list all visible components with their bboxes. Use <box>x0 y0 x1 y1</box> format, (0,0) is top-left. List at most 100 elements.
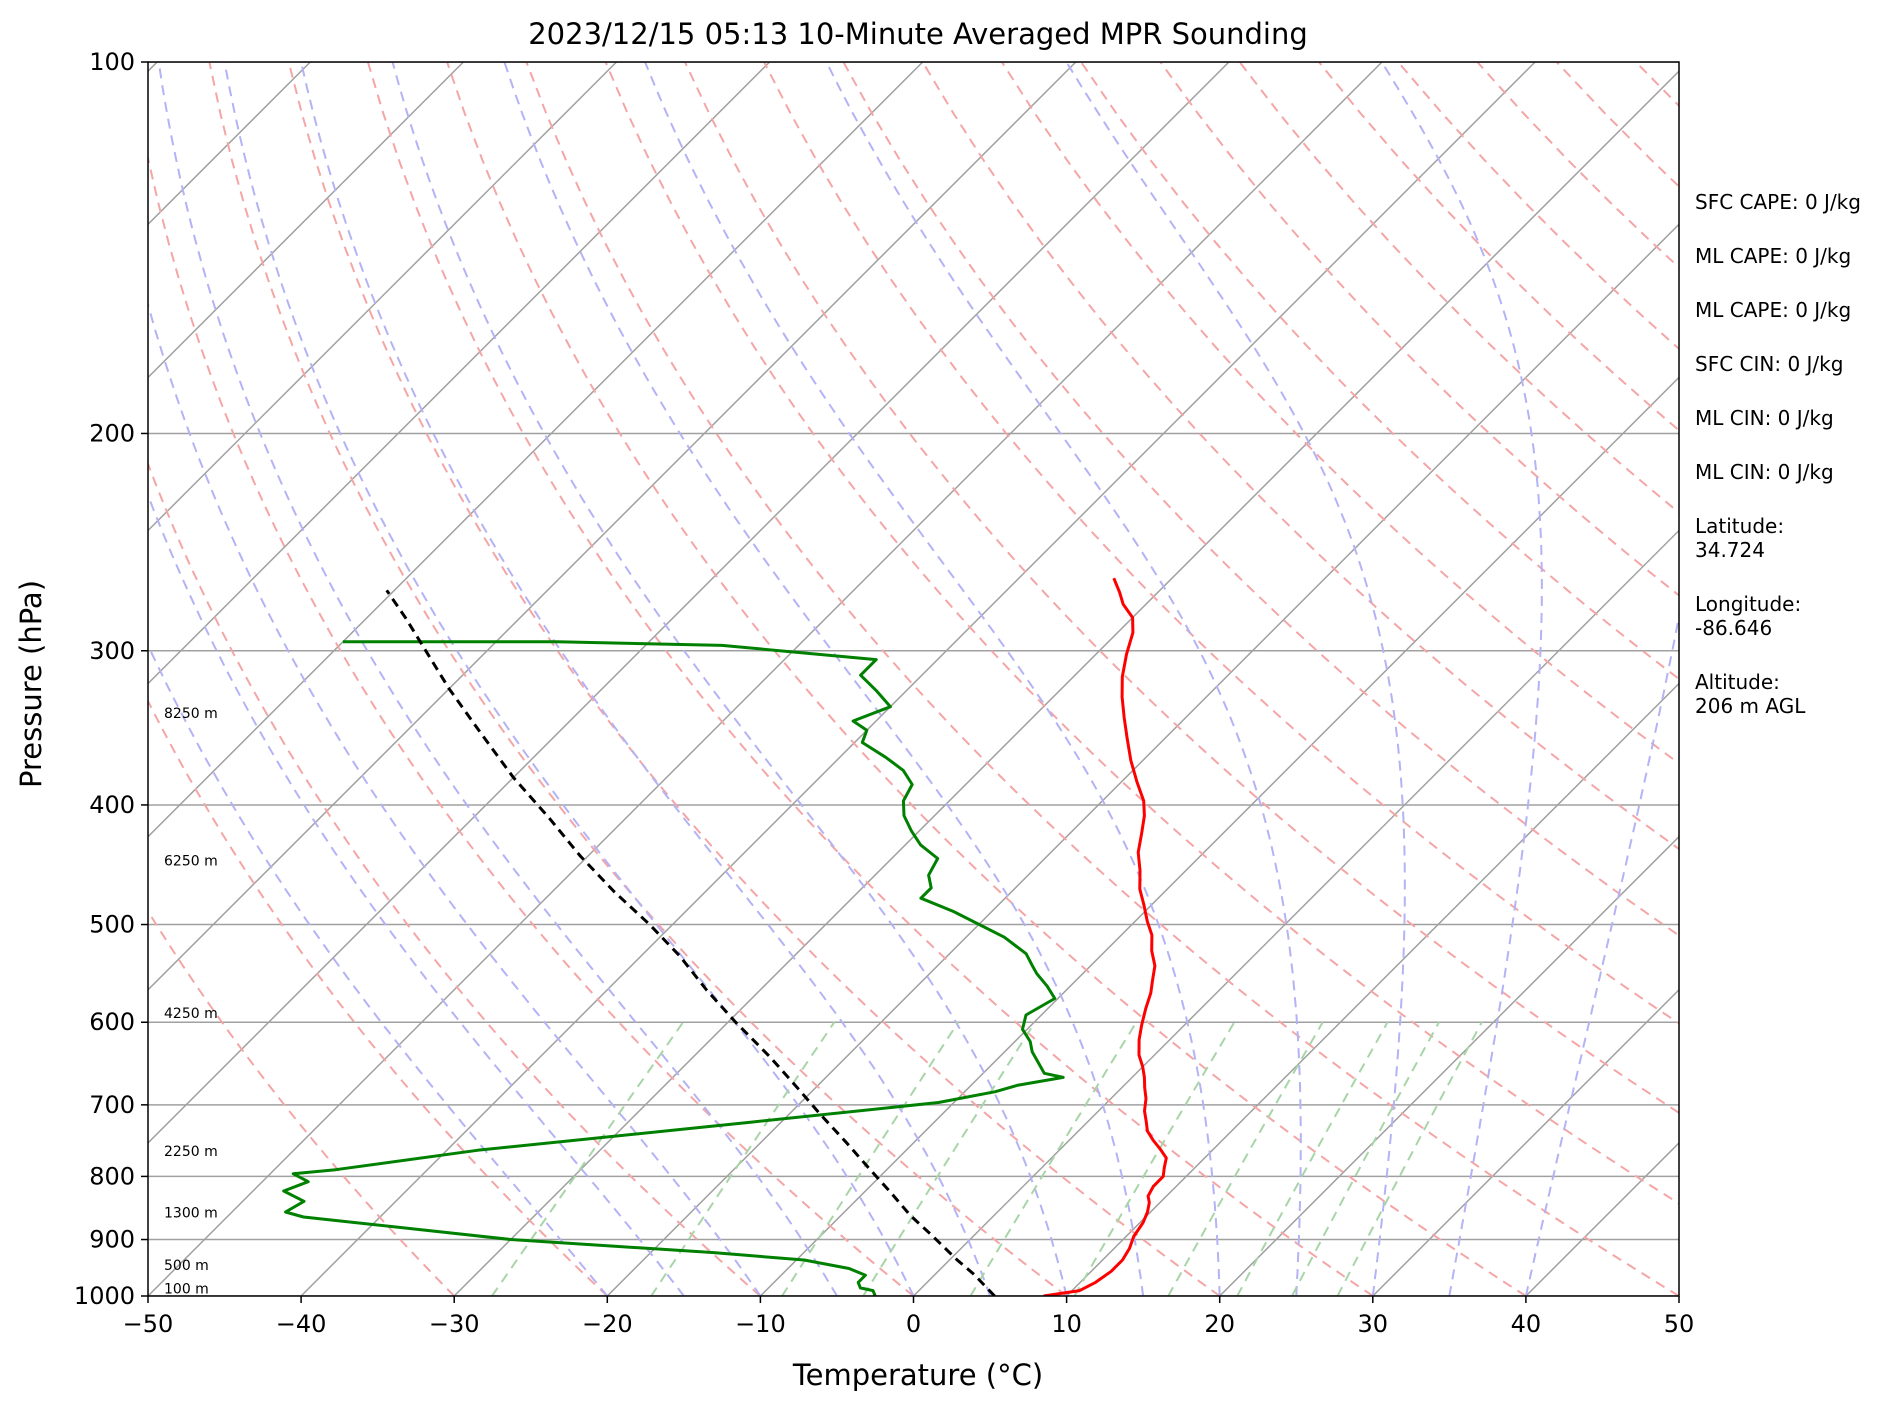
height-labels: 100 m 500 m 1300 m 2250 m 4250 m 6250 m 8250 m <box>164 706 218 1297</box>
y-axis-label: Pressure (hPa) <box>14 580 48 788</box>
mixing-ratio-line <box>650 1021 836 1296</box>
height-label: 1300 m <box>164 1206 218 1222</box>
dry-adiabat-line <box>763 62 1679 1025</box>
isotherm-line <box>0 62 4 1296</box>
moist-adiabat-line <box>300 62 992 1296</box>
isotherm-line <box>148 62 771 685</box>
y-tick-label: 800 <box>89 1162 135 1190</box>
y-tick-label: 600 <box>89 1008 135 1036</box>
moist-adiabat-line <box>825 62 1302 1296</box>
stat-sfc-cin: SFC CIN: 0 J/kg <box>1695 352 1844 376</box>
isotherm-line <box>1066 682 1679 1296</box>
dewpoint-trace <box>282 640 1065 1296</box>
y-tick-label: 400 <box>89 791 135 819</box>
dry-adiabat-line <box>842 62 1679 937</box>
dry-adiabat-line <box>148 153 915 1296</box>
dry-adiabat-line <box>525 62 1679 1296</box>
stat-sfc-cape: SFC CAPE: 0 J/kg <box>1695 190 1861 214</box>
x-tick-label: −10 <box>735 1310 786 1338</box>
dry-adiabat-line <box>1001 62 1679 765</box>
mixing-ratio-line <box>1336 1021 1483 1296</box>
x-tick-label: 0 <box>906 1310 921 1338</box>
axis-ticks: −50 −40 −30 −20 −10 0 10 20 30 40 50 1000 900 800 700 6… <box>74 48 1694 1338</box>
stat-ml-cin-2: ML CIN: 0 J/kg <box>1695 460 1834 484</box>
dry-adiabat-line <box>683 62 1679 1115</box>
dry-adiabat-line <box>446 62 1527 1296</box>
moist-adiabat-line <box>148 642 609 1296</box>
isotherm-line <box>759 376 1679 1296</box>
background-lines <box>0 62 1679 1296</box>
isotherm-line <box>148 62 924 838</box>
y-tick-label: 300 <box>89 637 135 665</box>
moist-adiabat-line <box>223 62 915 1296</box>
dry-adiabat-line <box>287 62 1221 1296</box>
x-tick-label: 40 <box>1511 1310 1542 1338</box>
height-label: 100 m <box>164 1281 209 1297</box>
moist-adiabat-line <box>1065 62 1406 1296</box>
chart-title: 2023/12/15 05:13 10-Minute Averaged MPR … <box>528 17 1308 51</box>
stat-latitude: Latitude: 34.724 <box>1695 514 1785 562</box>
y-tick-label: 500 <box>89 911 135 939</box>
x-tick-label: 50 <box>1664 1310 1695 1338</box>
stat-ml-cin: ML CIN: 0 J/kg <box>1695 406 1834 430</box>
dry-adiabat-line <box>604 62 1679 1205</box>
height-label: 8250 m <box>164 706 218 722</box>
plot-frame <box>147 61 1680 1297</box>
moist-adiabat-line <box>644 62 1221 1296</box>
x-tick-label: 20 <box>1204 1310 1235 1338</box>
height-label: 2250 m <box>164 1144 218 1160</box>
isotherm-line <box>453 70 1679 1296</box>
mixing-ratio-line <box>1167 1021 1324 1296</box>
stat-ml-cape: ML CAPE: 0 J/kg <box>1695 244 1852 268</box>
moist-adiabat-line <box>157 62 838 1296</box>
y-tick-label: 900 <box>89 1226 135 1254</box>
dry-adiabat-line <box>208 62 1068 1296</box>
height-label: 4250 m <box>164 1006 218 1022</box>
sounding-stats-panel: SFC CAPE: 0 J/kg ML CAPE: 0 J/kg ML CAPE… <box>1695 190 1885 748</box>
stat-longitude: Longitude: -86.646 <box>1695 592 1802 640</box>
moist-adiabat-line <box>148 300 762 1296</box>
isotherm-line <box>300 62 1536 1296</box>
x-tick-label: −30 <box>429 1310 480 1338</box>
stat-ml-cape-2: ML CAPE: 0 J/kg <box>1695 298 1852 322</box>
stat-altitude: Altitude: 206 m AGL <box>1695 670 1806 718</box>
mixing-ratio-line <box>862 1021 1036 1296</box>
moist-adiabat-line <box>503 62 1145 1296</box>
y-tick-label: 1000 <box>74 1282 135 1310</box>
moist-adiabat-line <box>1380 62 1543 1296</box>
isotherm-line <box>148 62 464 379</box>
mixing-ratio-line <box>491 1021 684 1296</box>
series-lines <box>282 577 1168 1296</box>
x-tick-label: −50 <box>123 1310 174 1338</box>
isotherm-line <box>1219 835 1679 1296</box>
moist-adiabat-line <box>391 62 1068 1296</box>
x-tick-label: −20 <box>582 1310 633 1338</box>
height-label: 500 m <box>164 1258 209 1274</box>
parcel-path <box>385 589 996 1296</box>
y-tick-label: 100 <box>89 48 135 76</box>
dry-adiabat-line <box>1159 62 1679 597</box>
moist-adiabat-line <box>1524 611 1679 1296</box>
x-axis-label: Temperature (°C) <box>792 1358 1043 1392</box>
mixing-ratio-line <box>1236 1021 1389 1296</box>
y-tick-label: 700 <box>89 1091 135 1119</box>
isotherm-line <box>148 62 618 532</box>
isotherm-line <box>148 62 1383 1296</box>
temperature-trace <box>1043 577 1168 1296</box>
isotherm-line <box>606 223 1679 1296</box>
y-tick-label: 200 <box>89 419 135 447</box>
isotherm-line <box>148 62 1230 1144</box>
dry-adiabat-line <box>148 698 608 1296</box>
isotherm-line <box>1372 988 1679 1296</box>
isotherm-line <box>148 62 1077 991</box>
mixing-ratio-line <box>1073 1021 1236 1296</box>
mixing-ratio-line <box>1291 1021 1440 1296</box>
mixing-ratio-line <box>969 1021 1138 1296</box>
isotherm-line <box>912 529 1679 1296</box>
x-tick-label: 10 <box>1051 1310 1082 1338</box>
dry-adiabat-line <box>148 461 762 1296</box>
moist-adiabat-line <box>148 492 685 1296</box>
dry-adiabat-line <box>148 909 455 1296</box>
